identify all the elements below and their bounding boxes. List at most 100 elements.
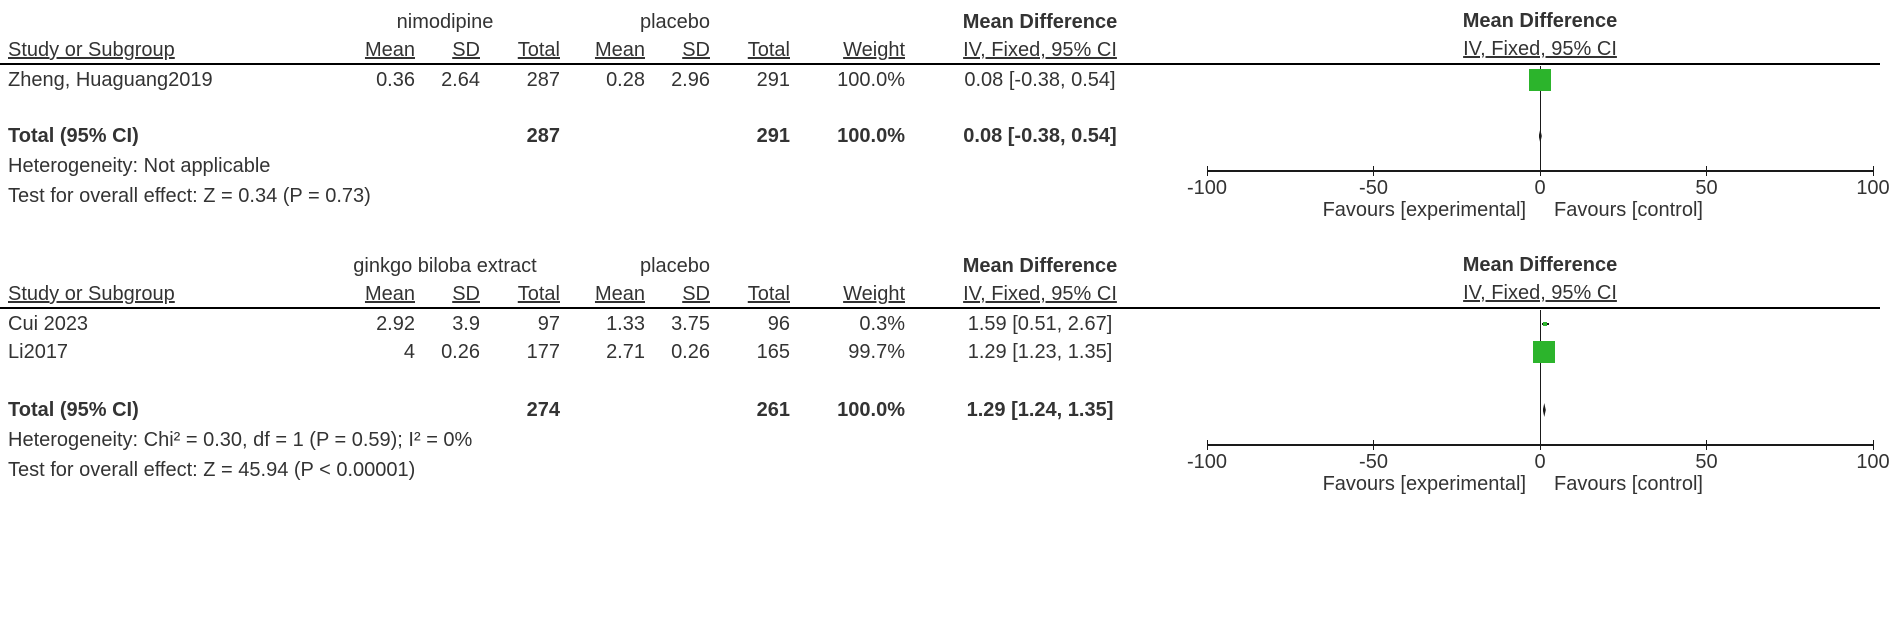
total-n2: 291 (756, 125, 790, 147)
favours-labels: Favours [experimental] Favours [control] (1195, 472, 1885, 496)
col-sd2-header: SD (682, 283, 710, 305)
col-mean1-header: Mean (364, 283, 415, 305)
col-ci-header: IV, Fixed, 95% CI (963, 39, 1117, 61)
favours-experimental-label: Favours [experimental] (1322, 199, 1526, 221)
axis-tick-label: -50 (1359, 451, 1388, 473)
effect-marker (1533, 341, 1556, 363)
effect-marker (1543, 321, 1548, 327)
study-ci: 1.59 [0.51, 2.67] (967, 313, 1113, 335)
axis-tick-label: 0 (1534, 451, 1546, 473)
axis-tick (1539, 166, 1541, 176)
total-ci: 0.08 [-0.38, 0.54] (963, 125, 1117, 147)
favours-labels: Favours [experimental] Favours [control] (1195, 198, 1885, 222)
total-row: Total (95% CI) 274 261 100.0% 1.29 [1.24… (8, 396, 1178, 424)
plot-model-header: IV, Fixed, 95% CI (1463, 38, 1617, 60)
axis-tick (1706, 440, 1707, 450)
axis-tick (1706, 166, 1707, 176)
effect-measure-header: Mean Difference (962, 255, 1118, 277)
effect-measure-header: Mean Difference (962, 11, 1118, 33)
axis-tick-label: 50 (1695, 451, 1718, 473)
col-total2-header: Total (747, 283, 790, 305)
col-mean2-header: Mean (594, 283, 645, 305)
zero-line (1539, 66, 1541, 170)
treatment-group-label: ginkgo biloba extract (353, 255, 537, 277)
study-sd1: 3.9 (452, 313, 480, 335)
study-mean1: 0.36 (376, 69, 415, 91)
total-n2: 261 (756, 399, 790, 421)
meta-analysis-panel-2: ginkgo biloba extract placebo Mean Diffe… (0, 244, 1902, 504)
study-name: Zheng, Huaguang2019 (8, 69, 213, 91)
group-header-row: ginkgo biloba extract placebo Mean Diffe… (8, 252, 1178, 280)
overall-effect-text: Test for overall effect: Z = 0.34 (P = 0… (8, 185, 371, 207)
study-sd2: 2.96 (671, 69, 710, 91)
axis-tick (1872, 440, 1874, 450)
col-study-header: Study or Subgroup (8, 283, 175, 305)
study-weight: 99.7% (848, 341, 905, 363)
axis-tick (1206, 166, 1208, 176)
meta-analysis-panel-1: nimodipine placebo Mean Difference Study… (0, 0, 1902, 240)
overall-effect-row: Test for overall effect: Z = 45.94 (P < … (8, 456, 1178, 484)
total-diamond (1538, 129, 1542, 143)
axis-tick (1872, 166, 1874, 176)
study-total1: 287 (526, 69, 560, 91)
header-rule (0, 63, 1880, 65)
study-sd2: 3.75 (671, 313, 710, 335)
total-ci: 1.29 [1.24, 1.35] (966, 399, 1114, 421)
study-name: Li2017 (8, 341, 69, 363)
study-mean1: 2.92 (376, 313, 415, 335)
col-sd1-header: SD (452, 39, 480, 61)
heterogeneity-row: Heterogeneity: Chi² = 0.30, df = 1 (P = … (8, 426, 1178, 454)
plot-effect-header: Mean Difference (1462, 10, 1618, 32)
zero-line (1539, 310, 1541, 444)
col-mean2-header: Mean (594, 39, 645, 61)
forest-plot-area-2: Mean Difference IV, Fixed, 95% CI Favour… (1185, 244, 1895, 504)
overall-effect-text: Test for overall effect: Z = 45.94 (P < … (8, 459, 416, 481)
control-group-label: placebo (639, 11, 711, 33)
overall-effect-row: Test for overall effect: Z = 0.34 (P = 0… (8, 182, 1178, 210)
axis-tick (1539, 440, 1541, 450)
col-total1-header: Total (517, 39, 560, 61)
col-total2-header: Total (747, 39, 790, 61)
col-study-header: Study or Subgroup (8, 39, 175, 61)
favours-control-label: Favours [control] (1554, 199, 1703, 221)
study-sd1: 0.26 (441, 341, 480, 363)
header-rule (0, 307, 1880, 309)
study-mean2: 1.33 (606, 313, 645, 335)
study-ci: 0.08 [-0.38, 0.54] (964, 69, 1116, 91)
study-weight: 0.3% (859, 313, 905, 335)
col-sd2-header: SD (682, 39, 710, 61)
study-mean2: 2.71 (606, 341, 645, 363)
total-weight: 100.0% (837, 125, 905, 147)
study-row: Zheng, Huaguang2019 0.36 2.64 287 0.28 2… (8, 66, 1178, 94)
col-weight-header: Weight (843, 283, 905, 305)
col-mean1-header: Mean (364, 39, 415, 61)
study-row: Li2017 4 0.26 177 2.71 0.26 165 99.7% 1.… (8, 338, 1178, 366)
col-sd1-header: SD (452, 283, 480, 305)
study-total2: 291 (756, 69, 790, 91)
favours-experimental-label: Favours [experimental] (1322, 473, 1526, 495)
total-label: Total (95% CI) (8, 125, 139, 147)
forest-plot-area-1: Mean Difference IV, Fixed, 95% CI Favour… (1185, 0, 1895, 240)
total-weight: 100.0% (837, 399, 905, 421)
total-diamond (1542, 403, 1546, 417)
total-row: Total (95% CI) 287 291 100.0% 0.08 [-0.3… (8, 122, 1178, 150)
study-name: Cui 2023 (8, 313, 89, 335)
study-weight: 100.0% (837, 69, 905, 91)
total-n1: 274 (526, 399, 560, 421)
heterogeneity-text: Heterogeneity: Chi² = 0.30, df = 1 (P = … (8, 429, 473, 451)
treatment-group-label: nimodipine (396, 11, 494, 33)
column-header-row: Study or Subgroup Mean SD Total Mean SD … (8, 280, 1178, 308)
col-total1-header: Total (517, 283, 560, 305)
study-sd1: 2.64 (441, 69, 480, 91)
study-total1: 97 (537, 313, 560, 335)
study-total1: 177 (526, 341, 560, 363)
axis-tick-label: 50 (1695, 177, 1718, 199)
axis-tick (1373, 440, 1374, 450)
axis-tick-label: 100 (1856, 177, 1890, 199)
axis-tick-label: 0 (1534, 177, 1546, 199)
plot-effect-header: Mean Difference (1462, 254, 1618, 276)
plot-model-header: IV, Fixed, 95% CI (1463, 282, 1617, 304)
column-header-row: Study or Subgroup Mean SD Total Mean SD … (8, 36, 1178, 64)
study-row: Cui 2023 2.92 3.9 97 1.33 3.75 96 0.3% 1… (8, 310, 1178, 338)
